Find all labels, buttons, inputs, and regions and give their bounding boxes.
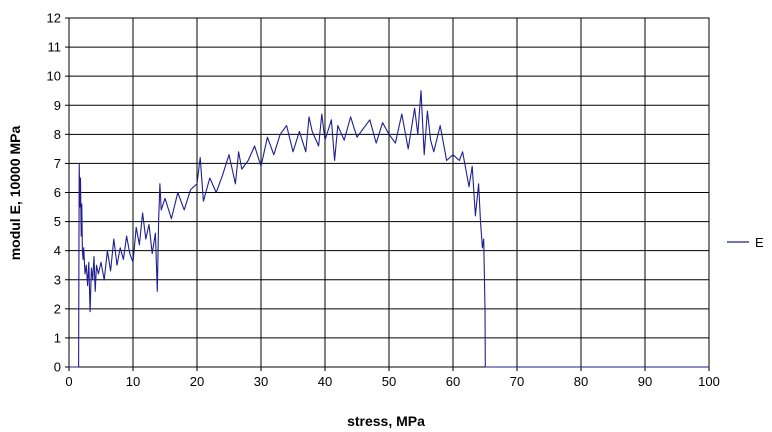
x-axis-ticks: 0 10 20 30 40 50 60 70 80 90 100: [65, 367, 720, 389]
legend-label-e: E: [755, 235, 764, 250]
x-tick-label: 30: [254, 374, 268, 389]
x-tick-label: 20: [190, 374, 204, 389]
x-tick-label: 70: [510, 374, 524, 389]
x-tick-label: 10: [126, 374, 140, 389]
grid: [68, 17, 710, 368]
x-tick-label: 60: [446, 374, 460, 389]
y-tick-label: 8: [54, 127, 61, 142]
y-tick-label: 1: [54, 330, 61, 345]
y-tick-label: 0: [54, 360, 61, 375]
x-tick-label: 40: [318, 374, 332, 389]
x-tick-label: 90: [638, 374, 652, 389]
series-line-e: [69, 90, 709, 368]
y-tick-label: 7: [54, 156, 61, 171]
y-axis-title: modul E, 10000 MPa: [7, 125, 23, 260]
legend: E: [727, 235, 764, 250]
y-tick-label: 5: [54, 214, 61, 229]
y-tick-label: 12: [47, 11, 61, 26]
y-tick-label: 9: [54, 98, 61, 113]
x-tick-label: 80: [574, 374, 588, 389]
x-tick-label: 50: [382, 374, 396, 389]
y-tick-label: 11: [48, 40, 62, 55]
x-tick-label: 0: [65, 374, 72, 389]
series-layer: [69, 90, 709, 368]
x-tick-label: 100: [698, 374, 720, 389]
x-axis-title: stress, MPa: [347, 413, 425, 429]
y-tick-label: 10: [47, 69, 61, 84]
y-tick-label: 3: [54, 272, 61, 287]
y-tick-label: 2: [54, 301, 61, 316]
y-tick-label: 4: [54, 243, 61, 258]
y-tick-label: 6: [54, 185, 61, 200]
